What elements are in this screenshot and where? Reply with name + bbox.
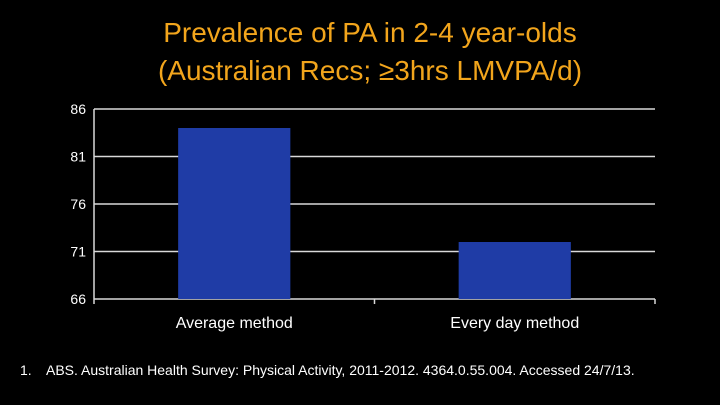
x-category-label: Every day method — [450, 315, 579, 332]
bar — [178, 128, 291, 299]
chart-title: Prevalence of PA in 2-4 year-olds (Austr… — [90, 14, 650, 90]
footnote-text: ABS. Australian Health Survey: Physical … — [46, 362, 635, 378]
x-category-label: Average method — [176, 315, 293, 332]
chart-title-line-2: (Australian Recs; ≥3hrs LMVPA/d) — [157, 55, 583, 86]
footnote-number: 1. — [20, 362, 32, 378]
y-tick-label: 81 — [70, 149, 86, 165]
bar — [458, 242, 571, 299]
chart-title-line-1: Prevalence of PA in 2-4 year-olds — [163, 17, 577, 48]
y-tick-label: 86 — [70, 101, 86, 117]
y-tick-label: 66 — [70, 291, 86, 307]
y-tick-label: 71 — [70, 244, 86, 260]
y-tick-label: 76 — [70, 196, 86, 212]
